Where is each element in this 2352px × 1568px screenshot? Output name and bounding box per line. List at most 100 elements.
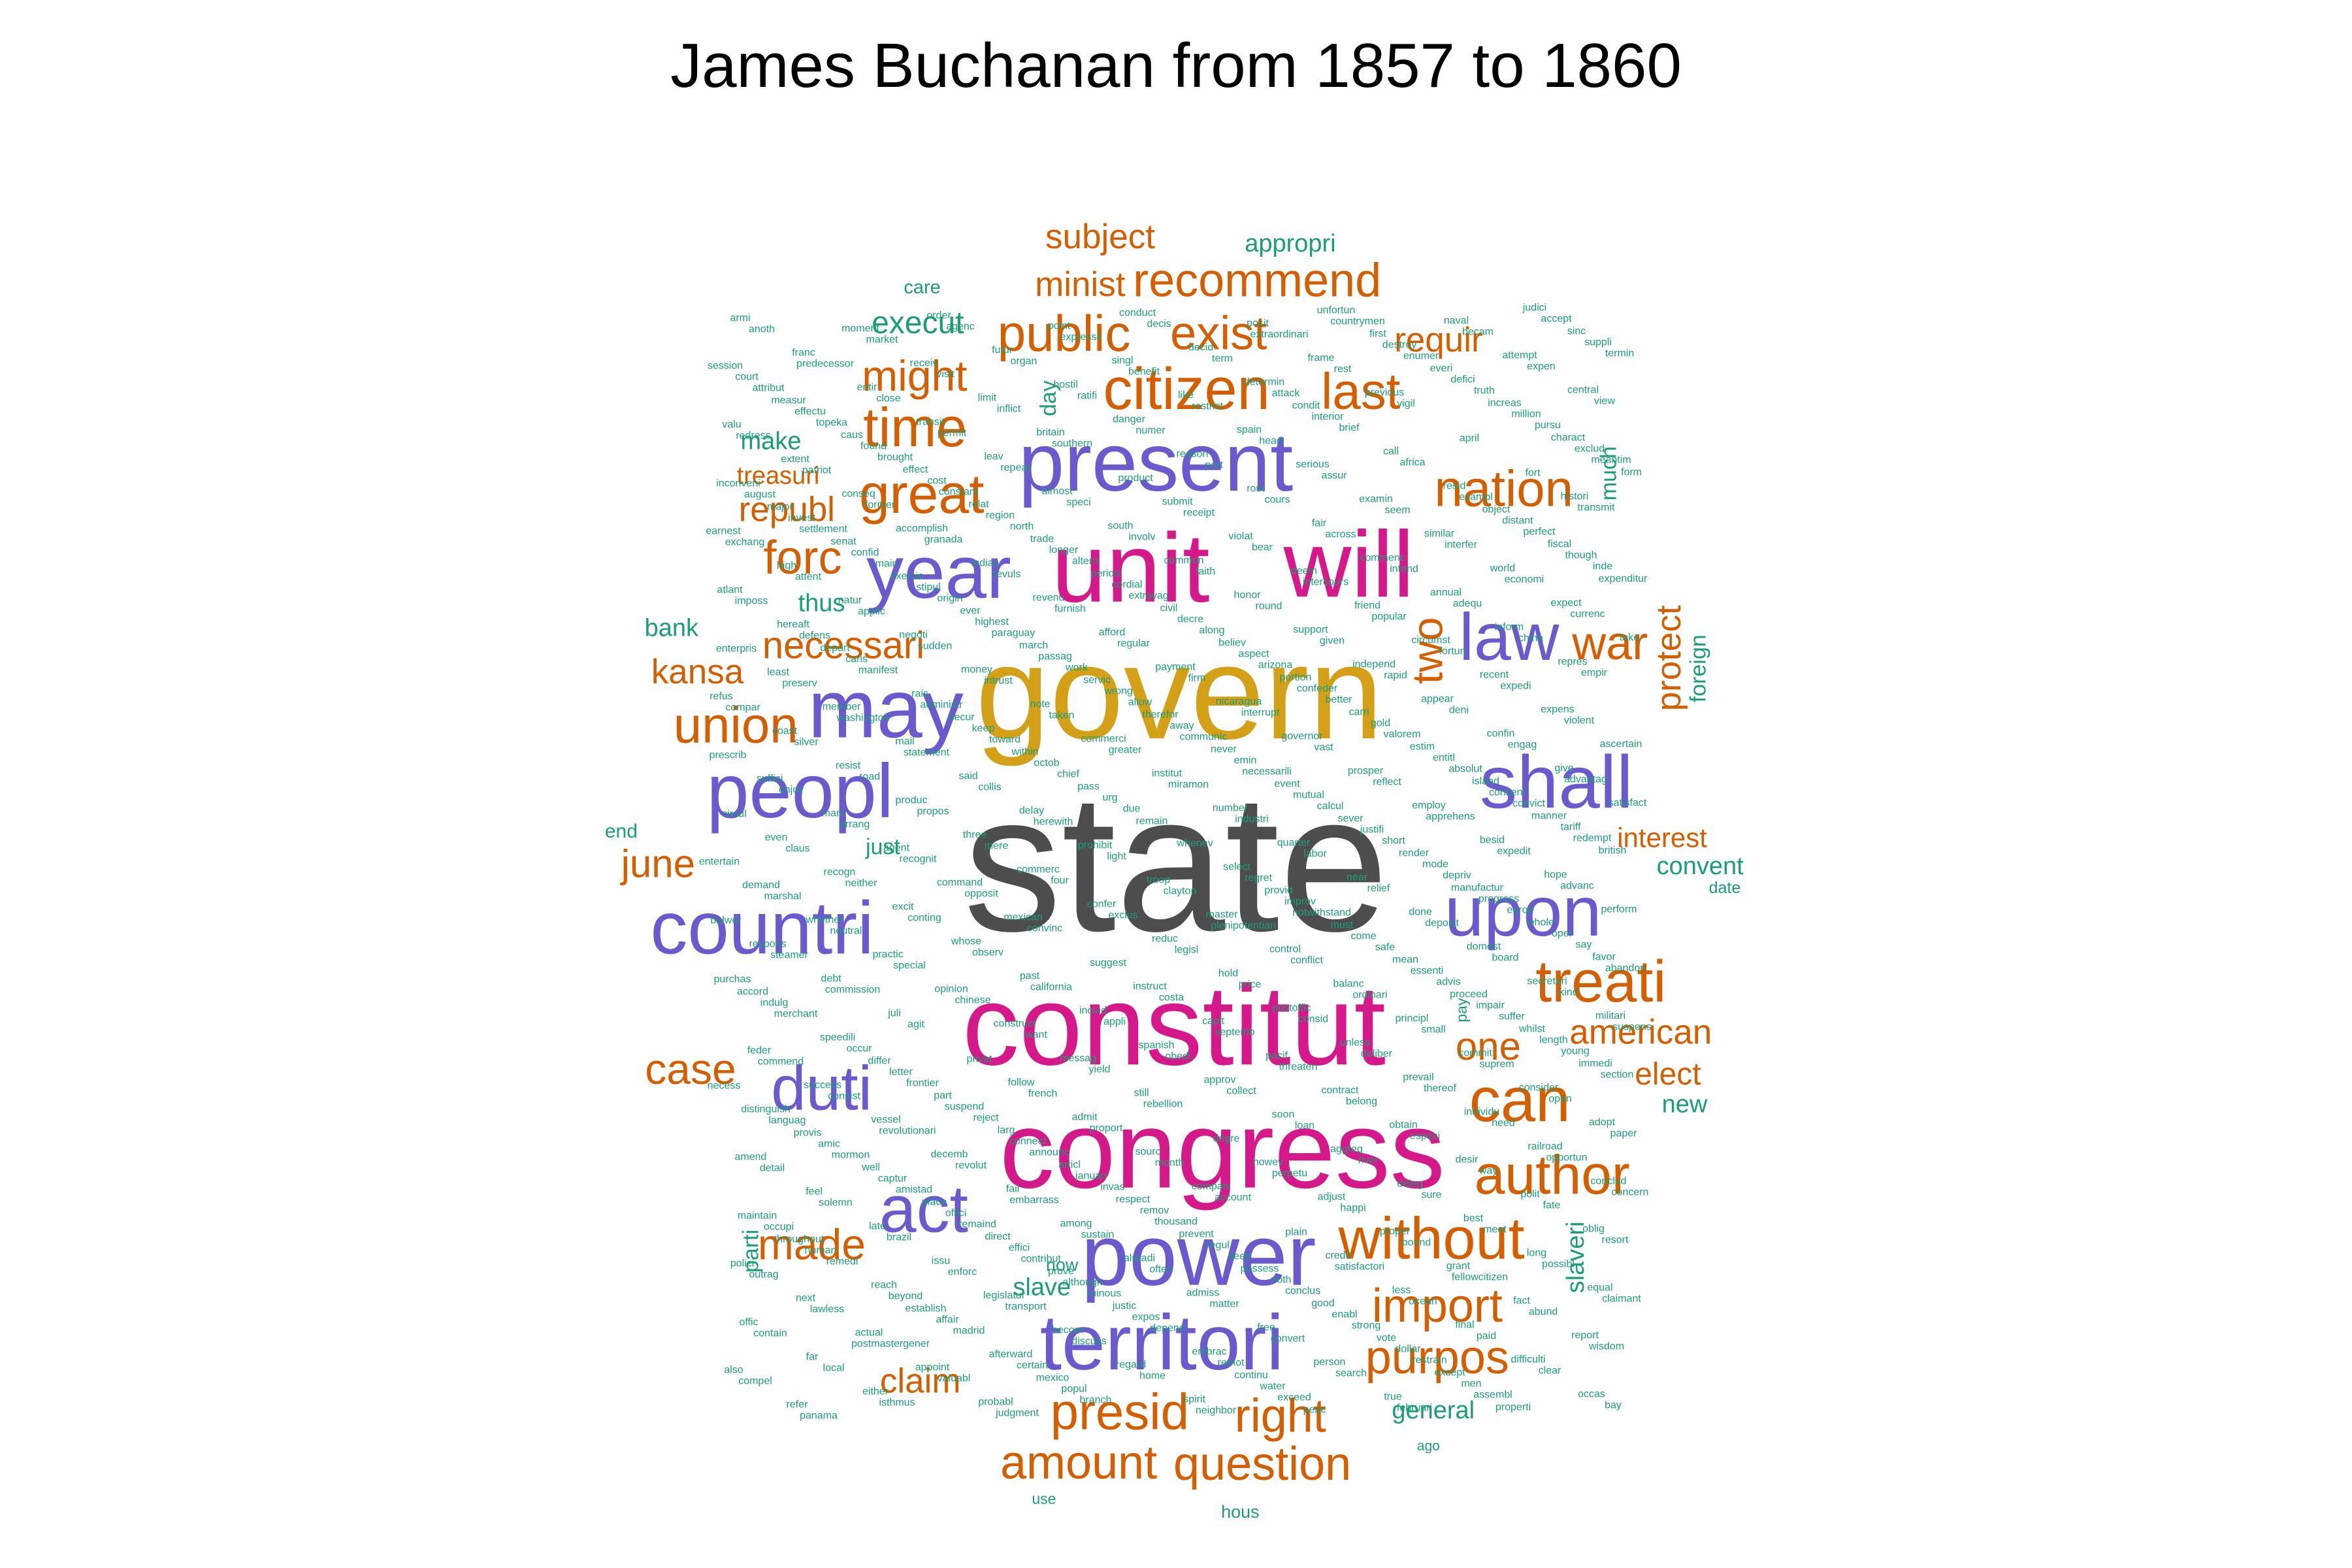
word-command: command	[937, 877, 983, 889]
word-safe: safe	[1375, 942, 1395, 953]
word-exclud: exclud	[1575, 444, 1605, 455]
word-local: local	[823, 1363, 845, 1374]
word-connect: connect	[1009, 1136, 1047, 1147]
word-depend: depend	[1150, 1323, 1184, 1334]
word-mexico: mexico	[1036, 1373, 1070, 1384]
word-prosper: prosper	[1348, 766, 1384, 777]
word-judgment: judgment	[995, 1408, 1039, 1419]
word-advis: advis	[1436, 977, 1460, 988]
word-transport: transport	[1005, 1301, 1047, 1313]
word-neutral: neutral	[830, 926, 862, 937]
word-deep: deep	[1228, 1251, 1251, 1262]
word-taken: taken	[1049, 710, 1074, 721]
word-offic: offic	[739, 1317, 758, 1328]
word-reach: reach	[871, 1280, 897, 1291]
word-regul: regul	[1206, 1240, 1230, 1251]
word-yield: yield	[1089, 1064, 1111, 1075]
word-reject: reject	[973, 1113, 999, 1124]
word-perpetu: perpetu	[1272, 1168, 1307, 1179]
word-captur: captur	[878, 1173, 907, 1184]
word-larg: larg	[998, 1125, 1015, 1136]
word-paraguay: paraguay	[992, 628, 1036, 639]
word-resort: resort	[1602, 1235, 1629, 1246]
word-repres: repres	[1558, 657, 1587, 668]
word-past: past	[1020, 971, 1040, 982]
word-convict: convict	[1512, 798, 1545, 809]
word-polit: polit	[1520, 1189, 1540, 1200]
word-year: year	[866, 531, 1011, 614]
word-violent: violent	[1564, 715, 1595, 727]
word-messag: messag	[1060, 1053, 1096, 1064]
word-limit: limit	[978, 393, 997, 404]
word-peopl: peopl	[706, 748, 893, 834]
word-allow: allow	[1128, 697, 1152, 708]
word-bulwer: bulwer	[710, 915, 742, 926]
word-effect: effect	[903, 465, 928, 476]
word-amic: amic	[818, 1139, 840, 1150]
word-abund: abund	[1529, 1307, 1558, 1318]
word-advanc: advanc	[1560, 881, 1594, 892]
word-kind: kind	[1559, 987, 1578, 998]
word-cordial: cordial	[1111, 580, 1142, 591]
word-opinion: opinion	[934, 984, 968, 995]
word-enterpris: enterpris	[716, 644, 757, 655]
word-justifi: justifi	[1360, 825, 1384, 836]
word-expect: expect	[1550, 598, 1582, 609]
word-unit: unit	[1052, 513, 1210, 623]
word-postoffic: postoffic	[1272, 1003, 1311, 1014]
word-british: british	[1599, 845, 1627, 857]
word-young: young	[1561, 1046, 1590, 1057]
word-soon: soon	[1272, 1109, 1295, 1120]
word-singl: singl	[1112, 355, 1134, 367]
word-contribut: contribut	[1021, 1254, 1061, 1265]
word-revuls: revuls	[993, 569, 1021, 580]
word-provis: provis	[794, 1128, 822, 1139]
word-cours: cours	[1264, 495, 1290, 506]
word-resist: resist	[836, 760, 861, 772]
word-august: august	[744, 489, 776, 500]
word-organ: organ	[1011, 356, 1037, 367]
word-make: make	[741, 428, 802, 455]
word-ruinous: ruinous	[1087, 1288, 1121, 1299]
word-believ: believ	[1218, 638, 1246, 649]
word-credit: credit	[1325, 1250, 1351, 1262]
word-amend: amend	[735, 1152, 767, 1163]
word-southern: southern	[1052, 438, 1092, 449]
word-care: care	[904, 277, 940, 298]
word-hous: hous	[1221, 1502, 1260, 1522]
word-hold: hold	[1218, 968, 1238, 979]
word-duti: duti	[771, 1054, 872, 1124]
word-commend: commend	[758, 1056, 804, 1068]
word-domest: domest	[1467, 941, 1501, 953]
word-transmit: transmit	[1578, 502, 1615, 514]
word-octob: octob	[1034, 758, 1059, 769]
word-expenditur: expenditur	[1599, 574, 1648, 585]
word-futur: futur	[992, 345, 1013, 356]
word-admit: admit	[1071, 1112, 1098, 1123]
word-nicaragua: nicaragua	[1216, 696, 1262, 708]
word-sudden: sudden	[918, 641, 953, 652]
word-propos: propos	[917, 806, 949, 817]
word-home: home	[1139, 1371, 1166, 1382]
word-island: island	[1472, 776, 1499, 787]
word-deposit: deposit	[1425, 918, 1459, 929]
word-desir: desir	[1456, 1154, 1478, 1166]
word-probabl: probabl	[978, 1397, 1013, 1408]
word-remaind: remaind	[958, 1219, 996, 1230]
word-true: true	[1384, 1392, 1402, 1403]
word-opportun: opportun	[1546, 1152, 1587, 1164]
word-valorem: valorem	[1384, 729, 1421, 740]
word-court: court	[735, 372, 759, 383]
word-delay: delay	[1019, 806, 1044, 817]
word-violat: violat	[1228, 531, 1253, 542]
word-beyond: beyond	[889, 1291, 923, 1302]
word-friend: friend	[1354, 600, 1380, 612]
word-truth: truth	[1474, 385, 1495, 397]
word-fiscal: fiscal	[1548, 539, 1571, 550]
word-free: free	[1257, 1322, 1275, 1333]
word-atlant: atlant	[717, 585, 743, 596]
word-said: said	[958, 771, 977, 782]
word-region: region	[986, 510, 1015, 521]
word-among: among	[1060, 1218, 1092, 1230]
word-legisl: legisl	[1175, 945, 1198, 956]
